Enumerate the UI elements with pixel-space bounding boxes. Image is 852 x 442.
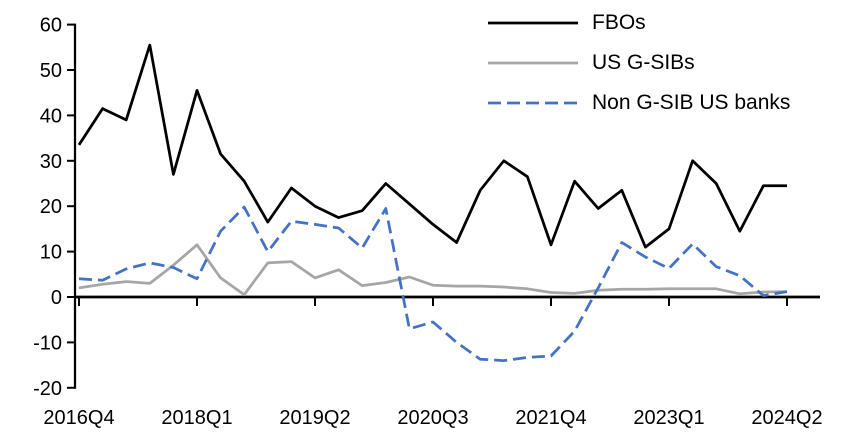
legend-item-non-gsib-us-banks: Non G-SIB US banks [487, 83, 790, 123]
x-axis-tick-label: 2020Q3 [397, 407, 468, 429]
y-axis-tick-label: 0 [51, 287, 62, 309]
y-axis-tick-label: 40 [40, 105, 62, 127]
legend-line-sample-dashed-blue [488, 101, 578, 105]
y-axis-tick-label: 60 [40, 15, 62, 37]
x-axis-tick-label: 2024Q2 [751, 407, 822, 429]
y-axis-tick-label: -10 [33, 332, 62, 354]
legend-item-fbos: FBOs [487, 3, 790, 43]
series-line-non-g-sib-us-banks [78, 205, 788, 362]
legend-line-sample-solid-gray [488, 61, 578, 65]
series-line-fbos [77, 43, 787, 249]
x-axis-tick-label: 2023Q1 [633, 407, 704, 429]
legend-line-sample-solid-black [488, 21, 578, 25]
legend-label: FBOs [592, 11, 646, 34]
x-axis-tick-label: 2018Q1 [161, 407, 232, 429]
legend-item-us-gsibs: US G-SIBs [487, 43, 790, 83]
x-axis-tick-label: 2019Q2 [279, 407, 350, 429]
y-axis-tick-label: 50 [40, 60, 62, 82]
x-axis-tick-label: 2021Q4 [515, 407, 586, 429]
y-axis-tick-label: 20 [40, 196, 62, 218]
legend-label: US G-SIBs [592, 51, 695, 74]
y-axis-tick-label: -20 [33, 378, 62, 400]
series-line-us-g-sibs [78, 243, 788, 297]
legend: FBOs US G-SIBs Non G-SIB US banks [487, 3, 790, 123]
y-axis-tick-label: 10 [40, 242, 62, 264]
x-axis-tick-label: 2016Q4 [43, 407, 114, 429]
legend-label: Non G-SIB US banks [592, 91, 791, 114]
y-axis-tick-label: 30 [40, 151, 62, 173]
